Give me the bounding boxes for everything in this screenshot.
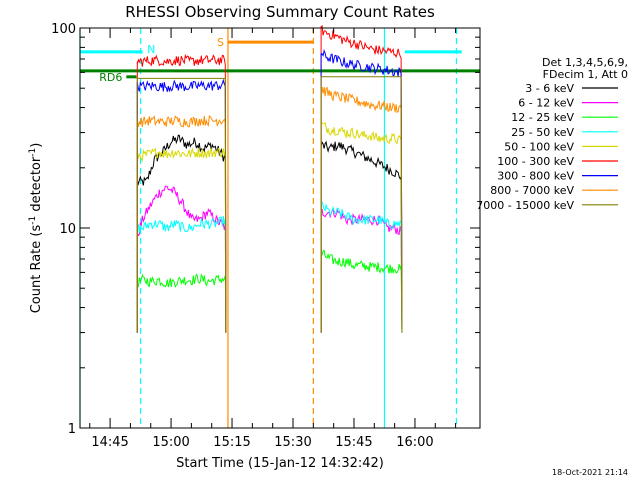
y-axis-ticks: 1 10 100 [51, 22, 480, 437]
legend-entry-label: 300 - 800 keV [497, 170, 574, 183]
legend-entry-label: 100 - 300 keV [497, 155, 574, 168]
series-trace [320, 249, 403, 333]
x-axis-label: Start Time (15-Jan-12 14:32:42) [176, 456, 384, 471]
legend-entry-label: 12 - 25 keV [511, 111, 574, 124]
y-tick-label: 10 [59, 222, 76, 237]
series-trace [320, 76, 403, 333]
x-tick-label: 15:45 [335, 435, 372, 450]
legend-entry-label: 800 - 7000 keV [490, 184, 574, 197]
x-tick-label: 15:00 [152, 435, 189, 450]
y-axis-label-part: Count Rate (s [29, 225, 44, 314]
legend-entry-label: 25 - 50 keV [511, 126, 574, 139]
legend-header-line: FDecim 1, Att 0 [543, 68, 628, 81]
series-trace [320, 49, 403, 333]
annotation-label: S [217, 36, 224, 49]
series-trace [320, 140, 403, 333]
series-trace [320, 201, 403, 333]
y-axis-label: Count Rate (s-1 detector-1) [28, 143, 44, 314]
y-tick-label: 100 [51, 22, 76, 37]
series-trace [136, 77, 227, 333]
series-group [136, 25, 403, 333]
series-trace [136, 185, 227, 333]
y-axis-label-part: detector [29, 156, 44, 216]
y-axis-label-part: -1 [28, 216, 38, 225]
legend: Det 1,3,4,5,6,9,FDecim 1, Att 03 - 6 keV… [476, 56, 628, 212]
series-trace [136, 78, 227, 333]
legend-entry-label: 50 - 100 keV [504, 140, 574, 153]
legend-entry-label: 6 - 12 keV [518, 97, 574, 110]
x-axis-ticks: 14:45 15:00 15:15 15:30 15:45 16:00 [89, 28, 457, 450]
legend-entry-label: 3 - 6 keV [525, 82, 574, 95]
series-trace [136, 53, 227, 333]
annotation-label: RD6 [99, 71, 122, 84]
series-trace [136, 147, 227, 333]
timestamp: 18-Oct-2021 21:14 [552, 468, 628, 477]
x-tick-label: 14:45 [91, 435, 128, 450]
x-tick-label: 16:00 [396, 435, 433, 450]
horizontal-annotation-bars: N S RD6 [80, 36, 480, 84]
series-trace [320, 120, 403, 333]
annotation-label: N [147, 43, 155, 56]
series-trace [320, 25, 403, 333]
x-tick-label: 15:30 [274, 435, 311, 450]
series-trace [320, 86, 403, 333]
y-axis-label-part: ) [29, 143, 44, 148]
y-axis-label-part: -1 [28, 148, 38, 157]
series-trace [136, 273, 227, 333]
series-trace [136, 115, 227, 333]
chart-title: RHESSI Observing Summary Count Rates [125, 3, 435, 21]
legend-header-line: Det 1,3,4,5,6,9, [542, 56, 628, 69]
x-tick-label: 15:15 [213, 435, 250, 450]
legend-entry-label: 7000 - 15000 keV [476, 199, 574, 212]
y-tick-label: 1 [68, 422, 76, 437]
series-trace [136, 216, 227, 333]
